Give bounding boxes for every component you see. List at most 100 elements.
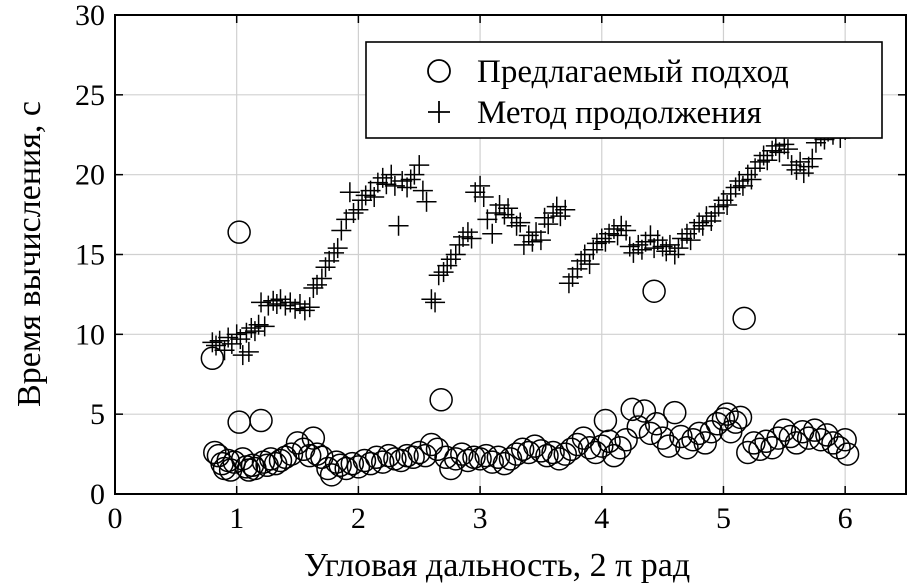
- data-point-continuation: [672, 228, 693, 249]
- data-point-continuation: [409, 155, 430, 176]
- data-point-continuation: [802, 148, 823, 169]
- data-point-proposed: [821, 431, 845, 455]
- x-tick-label: 4: [594, 502, 609, 535]
- y-tick-label: 25: [75, 79, 105, 112]
- data-point-continuation: [489, 195, 510, 216]
- data-point-proposed: [510, 437, 535, 462]
- data-point-continuation: [324, 242, 345, 263]
- data-point-proposed: [590, 434, 614, 458]
- x-tick-label: 0: [108, 502, 123, 535]
- data-point-continuation: [668, 238, 689, 259]
- data-point-proposed: [523, 434, 547, 458]
- data-point-proposed: [675, 435, 699, 460]
- data-point-proposed: [279, 442, 304, 466]
- data-point-continuation: [798, 156, 819, 177]
- data-point-proposed: [328, 453, 352, 478]
- data-point-continuation: [299, 297, 320, 318]
- data-point-proposed: [754, 429, 778, 454]
- x-axis-label: Угловая дальность, 2 π рад: [304, 547, 690, 584]
- data-point-proposed: [535, 443, 559, 468]
- data-point-proposed: [669, 424, 693, 449]
- data-point-continuation: [659, 234, 680, 255]
- data-point-continuation: [367, 172, 388, 193]
- data-point-continuation: [485, 202, 506, 223]
- data-point-continuation: [757, 150, 778, 171]
- data-point-proposed: [732, 306, 756, 331]
- data-point-continuation: [616, 220, 637, 241]
- data-point-proposed: [699, 419, 724, 444]
- data-point-proposed: [553, 442, 578, 466]
- data-point-proposed: [486, 445, 511, 470]
- data-point-continuation: [680, 230, 701, 251]
- data-point-proposed: [319, 463, 344, 487]
- data-point-continuation: [522, 231, 543, 252]
- data-point-proposed: [663, 400, 687, 425]
- data-point-proposed: [632, 399, 657, 423]
- data-point-continuation: [538, 214, 559, 235]
- data-point-continuation: [209, 330, 230, 351]
- data-point-continuation: [232, 345, 253, 366]
- series-circles: [200, 220, 860, 487]
- data-point-continuation: [482, 223, 503, 244]
- data-point-continuation: [416, 191, 437, 212]
- data-point-proposed: [715, 402, 739, 426]
- data-point-continuation: [599, 223, 620, 244]
- data-point-proposed: [419, 432, 444, 457]
- data-point-continuation: [404, 164, 425, 185]
- plot-frame: [114, 14, 907, 495]
- data-point-continuation: [631, 239, 652, 260]
- data-point-continuation: [753, 145, 774, 166]
- data-point-proposed: [401, 445, 425, 470]
- data-point-proposed: [784, 431, 809, 455]
- data-point-proposed: [597, 429, 621, 454]
- data-point-proposed: [346, 455, 371, 479]
- data-point-proposed: [815, 423, 839, 447]
- data-point-proposed: [796, 426, 821, 450]
- x-tick-label: 6: [838, 502, 853, 535]
- data-point-continuation: [567, 258, 588, 279]
- y-tick-label: 20: [75, 159, 105, 192]
- data-point-continuation: [376, 174, 397, 195]
- data-point-continuation: [425, 292, 446, 313]
- data-point-continuation: [226, 324, 247, 345]
- data-point-continuation: [266, 293, 287, 314]
- data-point-continuation: [595, 231, 616, 252]
- data-point-continuation: [510, 212, 531, 233]
- data-point-continuation: [285, 298, 306, 319]
- legend-label-continuation: Метод продолжения: [477, 95, 762, 131]
- data-point-proposed: [742, 431, 766, 455]
- data-point-continuation: [526, 222, 547, 243]
- data-point-proposed: [772, 418, 797, 442]
- y-tick-label: 10: [75, 318, 105, 351]
- data-point-proposed: [468, 447, 492, 471]
- data-point-proposed: [364, 445, 389, 470]
- data-point-continuation: [445, 244, 466, 265]
- data-point-continuation: [319, 250, 340, 271]
- data-point-proposed: [450, 442, 474, 466]
- data-point-proposed: [492, 451, 517, 476]
- data-point-continuation: [364, 187, 385, 208]
- y-axis-label: Время вычисления, с: [11, 101, 48, 407]
- data-point-proposed: [541, 440, 565, 465]
- data-point-proposed: [301, 426, 326, 450]
- data-point-continuation: [339, 182, 360, 203]
- data-point-continuation: [221, 333, 242, 354]
- y-tick-label: 0: [90, 478, 105, 511]
- data-point-continuation: [355, 185, 376, 206]
- data-point-continuation: [348, 199, 369, 220]
- data-point-continuation: [388, 215, 409, 236]
- series-plus: [202, 118, 856, 366]
- x-tick-label: 2: [351, 502, 366, 535]
- data-point-proposed: [644, 411, 669, 436]
- data-point-continuation: [206, 335, 227, 356]
- data-point-continuation: [586, 233, 607, 254]
- data-point-continuation: [562, 266, 583, 287]
- data-point-proposed: [833, 427, 857, 452]
- data-point-continuation: [717, 195, 738, 216]
- data-point-continuation: [513, 234, 534, 255]
- data-point-proposed: [352, 448, 377, 473]
- data-point-continuation: [546, 196, 567, 217]
- data-point-proposed: [425, 437, 450, 462]
- data-point-proposed: [827, 435, 851, 460]
- legend: Предлагаемый подход Метод продолжения: [365, 41, 883, 139]
